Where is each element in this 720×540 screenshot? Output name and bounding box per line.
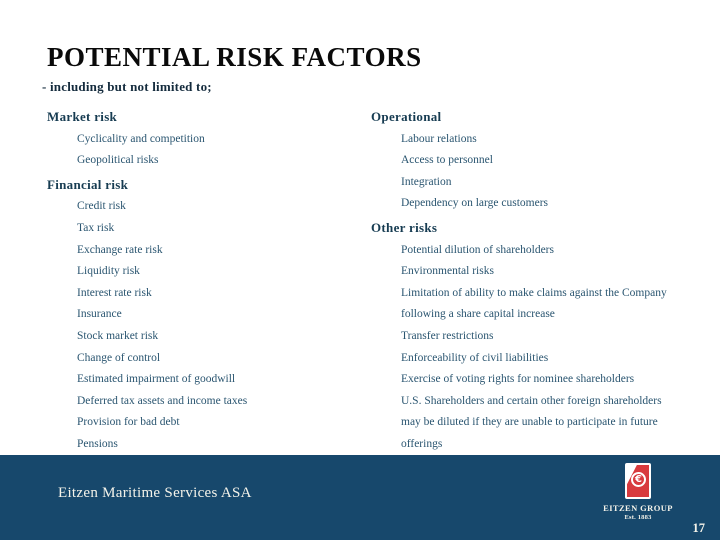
risk-item: Credit risk	[77, 200, 126, 213]
risk-category-header: Other risks	[371, 219, 438, 235]
euro-symbol: €	[635, 473, 642, 485]
logo-brand-name: EITZEN GROUP	[603, 503, 673, 513]
risk-item: Interest rate risk	[77, 286, 152, 299]
risk-item: Dependency on large customers	[401, 197, 549, 210]
risk-item: U.S. Shareholders and certain other fore…	[401, 394, 662, 407]
risk-column-left: Market risk Cyclicality and competition Ge…	[47, 106, 377, 456]
slide-subtitle: - including but not limited to;	[42, 79, 212, 94]
risk-item: Environmental risks	[401, 265, 494, 278]
risk-item: may be diluted if they are unable to par…	[401, 416, 658, 429]
risk-item: Potential dilution of shareholders	[401, 243, 554, 256]
risk-item: Tax risk	[77, 221, 115, 234]
risk-item: offerings	[401, 437, 443, 450]
page-number: 17	[692, 521, 706, 535]
risk-item: Geopolitical risks	[77, 154, 159, 167]
risk-item: Limitation of ability to make claims aga…	[401, 286, 667, 299]
eitzen-group-logo: € EITZEN GROUP Est. 1883	[598, 463, 678, 521]
slide-title: POTENTIAL RISK FACTORS	[47, 42, 422, 72]
euro-icon: €	[631, 472, 646, 487]
emblem-red-field: €	[627, 465, 649, 497]
risk-category-header: Operational	[371, 109, 442, 124]
risk-item: Change of control	[77, 351, 161, 364]
logo-established-text: Est. 1883	[624, 514, 652, 521]
risk-item: Integration	[401, 175, 452, 188]
risk-item: Insurance	[77, 308, 122, 321]
risk-item: Exercise of voting rights for nominee sh…	[401, 373, 635, 386]
risk-item: Exchange rate risk	[77, 243, 163, 256]
risk-category-header: Market risk	[47, 109, 118, 124]
risk-item: Liquidity risk	[77, 265, 140, 278]
risk-item: following a share capital increase	[401, 308, 555, 321]
risk-item: Estimated impairment of goodwill	[77, 373, 236, 386]
risk-item: Cyclicality and competition	[77, 132, 205, 145]
risk-column-right: Operational Labour relations Access to per…	[371, 106, 701, 456]
euro-flag-emblem-icon: €	[625, 463, 651, 499]
risk-item: Provision for bad debt	[77, 416, 180, 429]
risk-category-header: Financial risk	[47, 176, 129, 192]
risk-item: Enforceability of civil liabilities	[401, 351, 549, 364]
risk-item: Labour relations	[401, 132, 477, 145]
footer-bar: Eitzen Maritime Services ASA € EITZEN GR…	[0, 455, 720, 540]
risk-item: Pensions	[77, 437, 118, 450]
risk-item: Access to personnel	[401, 154, 493, 167]
risk-item: Stock market risk	[77, 329, 159, 342]
risk-item: Deferred tax assets and income taxes	[77, 394, 248, 407]
risk-item: Transfer restrictions	[401, 329, 494, 342]
footer-company-name: Eitzen Maritime Services ASA	[58, 485, 252, 501]
